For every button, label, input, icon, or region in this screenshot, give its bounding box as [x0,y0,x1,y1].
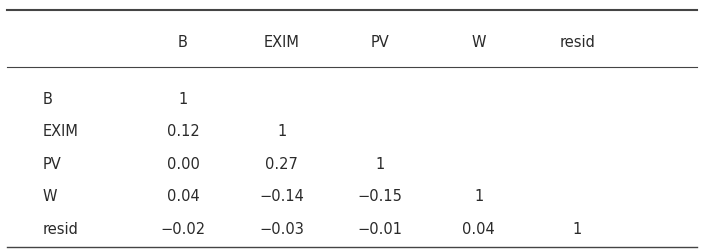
Text: resid: resid [560,35,595,50]
Text: −0.03: −0.03 [259,222,304,237]
Text: B: B [178,35,188,50]
Text: −0.14: −0.14 [259,189,304,204]
Text: 0.04: 0.04 [167,189,199,204]
Text: W: W [472,35,486,50]
Text: PV: PV [371,35,389,50]
Text: 0.12: 0.12 [167,124,199,139]
Text: W: W [42,189,57,204]
Text: 1: 1 [474,189,484,204]
Text: 0.04: 0.04 [463,222,495,237]
Text: 1: 1 [572,222,582,237]
Text: PV: PV [42,157,61,172]
Text: 1: 1 [277,124,287,139]
Text: EXIM: EXIM [264,35,299,50]
Text: 0.27: 0.27 [265,157,298,172]
Text: 1: 1 [375,157,385,172]
Text: B: B [42,92,52,107]
Text: resid: resid [42,222,78,237]
Text: EXIM: EXIM [42,124,78,139]
Text: −0.15: −0.15 [358,189,403,204]
Text: −0.02: −0.02 [161,222,206,237]
Text: 0.00: 0.00 [167,157,199,172]
Text: 1: 1 [178,92,188,107]
Text: −0.01: −0.01 [358,222,403,237]
